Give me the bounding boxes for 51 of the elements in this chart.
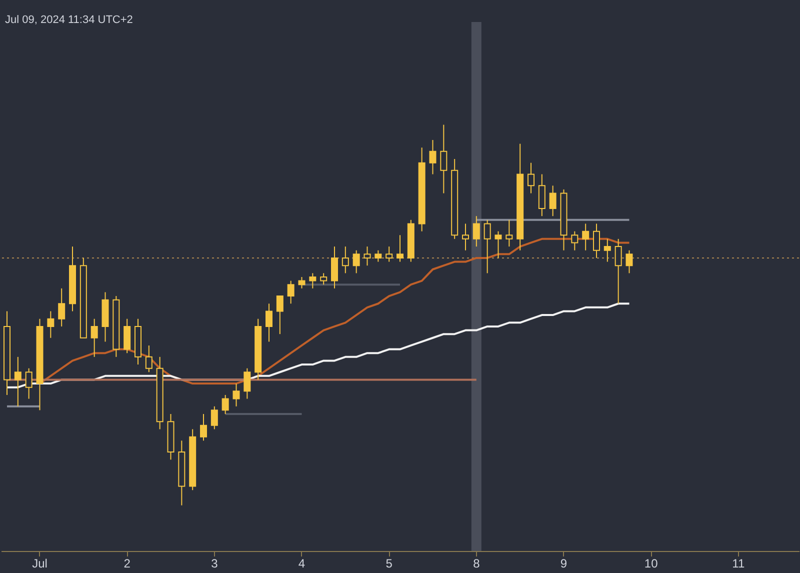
x-tick-label: 4 [298,556,306,570]
candlestick [331,246,338,289]
candlestick [266,303,272,342]
candlestick [200,413,207,442]
candlestick [309,272,316,289]
candlestick [364,246,371,266]
candlestick [124,318,131,354]
candlestick [506,219,513,248]
x-tick-label: 11 [732,556,745,570]
candlestick [14,356,22,407]
candlestick [571,230,578,251]
candlestick [472,216,480,248]
x-tick-label: 2 [124,556,131,570]
x-tick-label: 5 [386,556,393,570]
candlestick [47,310,54,338]
candlestick [614,238,622,304]
candlestick [386,246,393,262]
x-tick-label: 8 [473,556,480,570]
candlestick [528,162,534,194]
text: Jul 09, 2024 11:34 UTC+2 [5,14,133,26]
x-tick-label: Jul [32,556,48,570]
x-tick-label: 3 [211,556,218,570]
candlestick [276,296,284,335]
candlestick [342,246,349,274]
candlestick [244,368,251,400]
candlestick [484,219,491,274]
candlestick [222,394,229,414]
candlestick [58,288,66,327]
candlestick [287,280,294,304]
candlestick [320,272,328,286]
candlestick [90,318,98,358]
candlestick [538,174,546,217]
x-tick-label: 10 [644,556,658,570]
candlestick [232,383,240,407]
candlestick [396,234,404,262]
candlestick [626,250,633,274]
candlestick [494,230,502,258]
candlestick [582,223,590,251]
candlestick [145,344,152,373]
candlestick [298,276,306,289]
candlestick [210,406,218,430]
candlestick [462,223,469,251]
candlestick [549,185,556,217]
candlestick [352,250,360,274]
candlestick [374,250,382,262]
x-tick-label: 9 [560,556,568,570]
candlestick [25,368,32,400]
candlestick [593,223,600,258]
candlestick [440,124,448,194]
candlestick [429,139,436,175]
candlestick [604,238,611,262]
